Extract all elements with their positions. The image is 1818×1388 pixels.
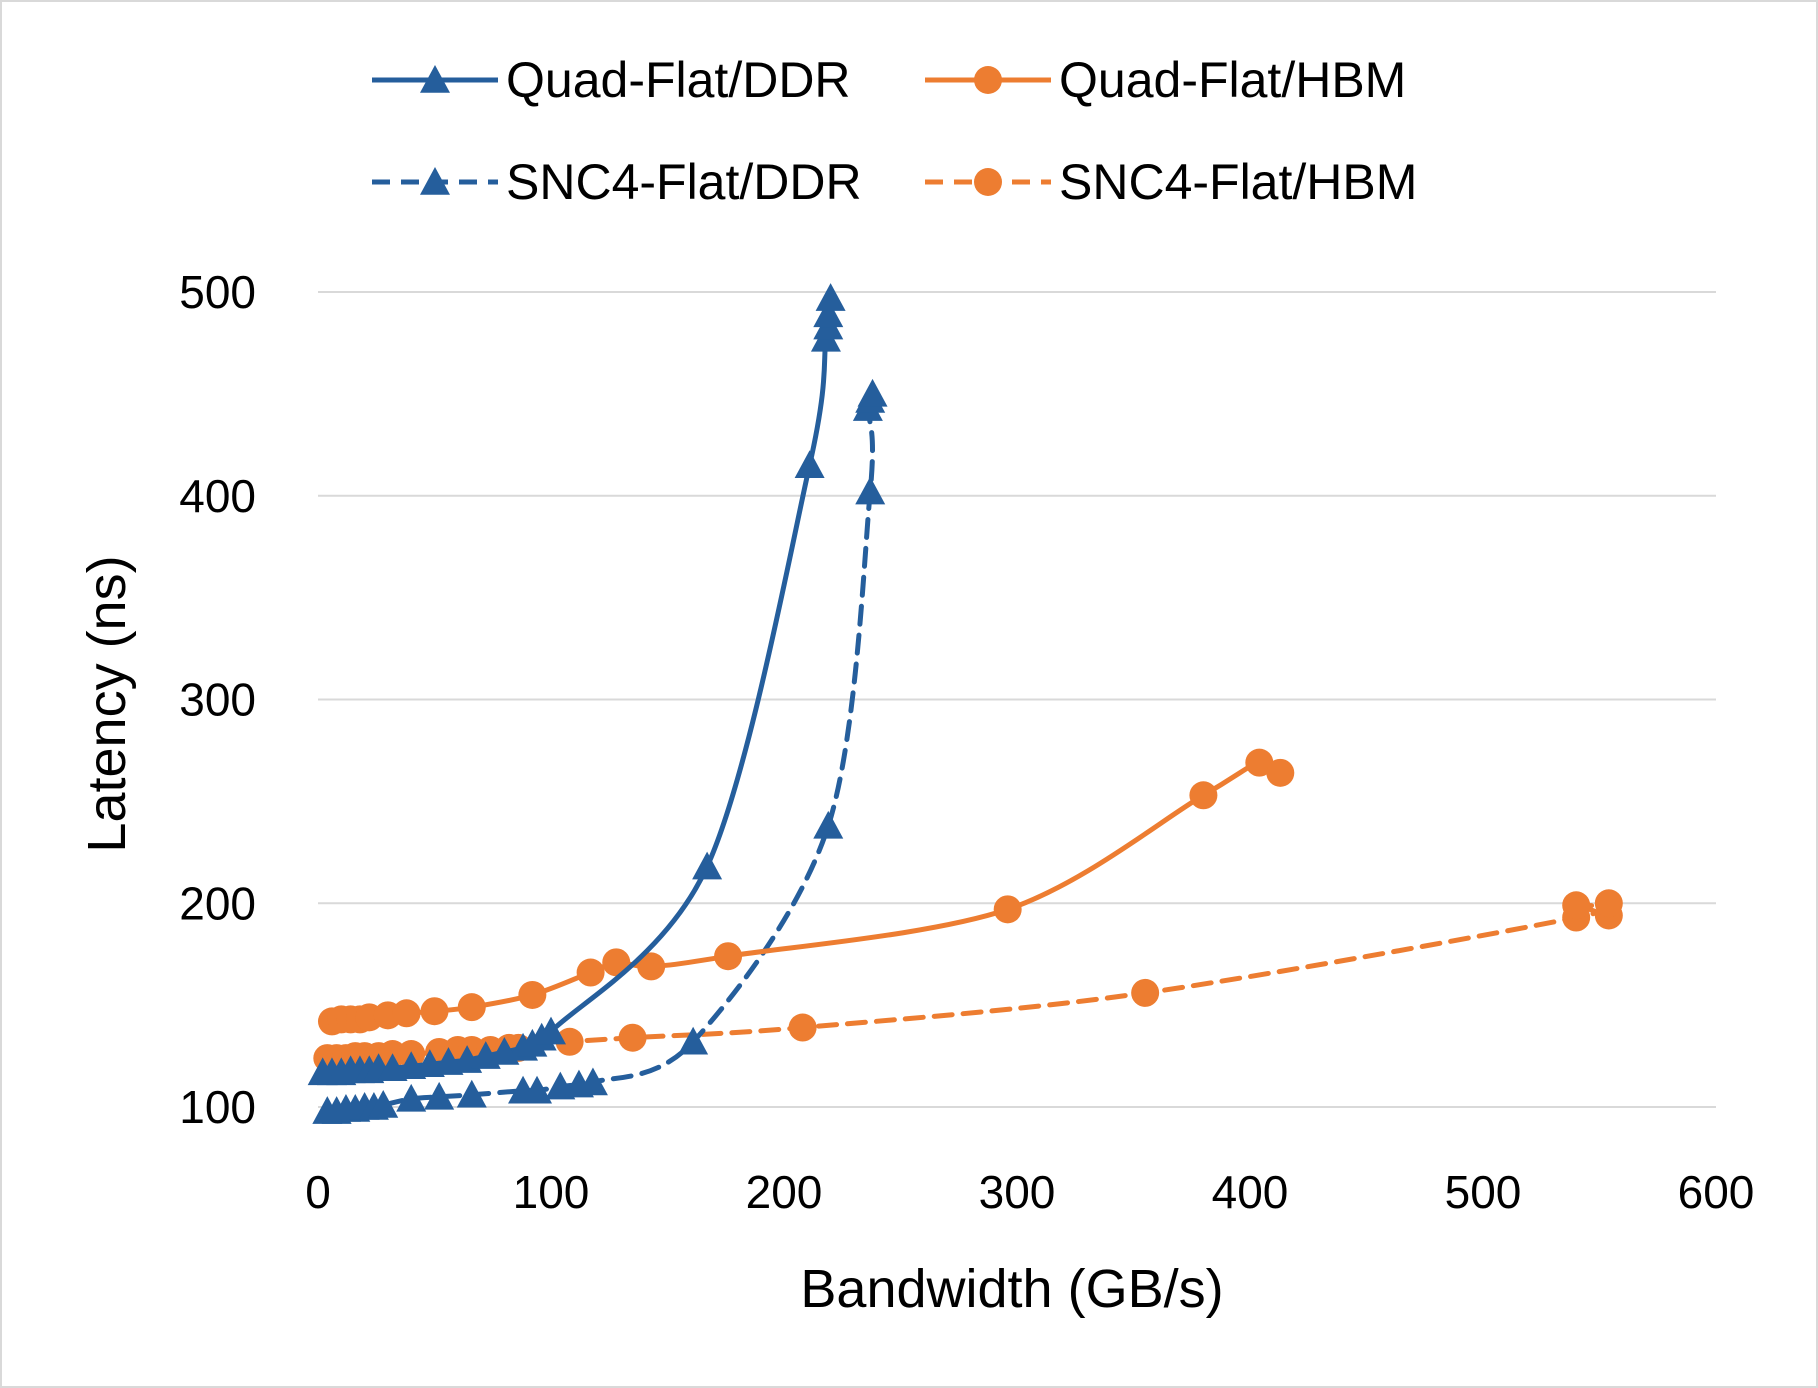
data-point-snc4-flat-hbm-14 xyxy=(555,1027,584,1056)
data-point-quad-flat-hbm-8 xyxy=(457,993,486,1022)
legend-item-quad-flat-ddr: Quad-Flat/DDR xyxy=(372,52,851,108)
data-point-quad-flat-hbm-16 xyxy=(1245,748,1274,777)
y-tick-label-500: 500 xyxy=(179,266,256,318)
series-layer xyxy=(307,283,1623,1124)
y-tick-label-200: 200 xyxy=(179,877,256,929)
x-axis-title: Bandwidth (GB/s) xyxy=(800,1259,1223,1319)
x-tick-label-500: 500 xyxy=(1445,1166,1522,1218)
data-point-snc4-flat-hbm-16 xyxy=(788,1013,817,1042)
data-point-quad-flat-ddr-19 xyxy=(794,450,825,478)
data-point-quad-flat-hbm-13 xyxy=(714,942,743,971)
x-tick-label-100: 100 xyxy=(513,1166,590,1218)
data-point-quad-flat-ddr-23 xyxy=(815,283,846,311)
data-point-snc4-flat-ddr-6 xyxy=(368,1089,399,1118)
legend-marker-snc4-flat-hbm xyxy=(974,168,1002,196)
legend-marker-snc4-flat-ddr xyxy=(420,167,450,195)
legend-marker-quad-flat-hbm xyxy=(974,66,1002,94)
x-axis-ticks: 0 100 200 300 400 500 600 xyxy=(305,1166,1754,1218)
legend-marker-quad-flat-ddr xyxy=(420,65,450,93)
y-axis-ticks: 100 200 300 400 500 xyxy=(179,266,256,1133)
data-point-quad-flat-hbm-14 xyxy=(993,895,1022,924)
data-point-snc4-flat-ddr-16 xyxy=(813,810,844,839)
x-tick-label-400: 400 xyxy=(1212,1166,1289,1218)
data-point-snc4-flat-hbm-21 xyxy=(1594,889,1623,918)
y-axis-title: Latency (ns) xyxy=(77,555,137,852)
data-point-quad-flat-hbm-6 xyxy=(392,999,421,1028)
x-tick-label-600: 600 xyxy=(1678,1166,1755,1218)
data-point-snc4-flat-hbm-15 xyxy=(618,1023,647,1052)
data-point-quad-flat-ddr-22 xyxy=(813,299,844,328)
data-point-snc4-flat-ddr-11 xyxy=(522,1075,553,1104)
data-point-snc4-flat-ddr-17 xyxy=(855,476,886,505)
legend-item-snc4-flat-hbm: SNC4-Flat/HBM xyxy=(925,154,1417,210)
data-point-quad-flat-hbm-17 xyxy=(1266,758,1295,787)
legend-item-snc4-flat-ddr: SNC4-Flat/DDR xyxy=(372,154,862,210)
series-line-quad-flat-ddr xyxy=(320,295,834,1076)
data-point-snc4-flat-hbm-19 xyxy=(1562,891,1591,920)
y-tick-label-100: 100 xyxy=(179,1081,256,1133)
legend-label-snc4-flat-hbm: SNC4-Flat/HBM xyxy=(1059,154,1417,210)
x-tick-label-300: 300 xyxy=(979,1166,1056,1218)
y-tick-label-300: 300 xyxy=(179,674,256,726)
legend: Quad-Flat/DDR Quad-Flat/HBM SNC4-Flat/DDR S… xyxy=(372,52,1417,210)
series-snc4-flat-ddr xyxy=(312,378,888,1124)
data-point-quad-flat-ddr-18 xyxy=(692,851,723,880)
data-point-snc4-flat-ddr-7 xyxy=(396,1083,427,1112)
data-point-quad-flat-ddr-17 xyxy=(536,1016,566,1045)
legend-label-snc4-flat-ddr: SNC4-Flat/DDR xyxy=(506,154,862,210)
data-point-quad-flat-hbm-12 xyxy=(637,952,666,981)
data-point-snc4-flat-hbm-17 xyxy=(1131,978,1160,1007)
y-tick-label-400: 400 xyxy=(179,470,256,522)
legend-item-quad-flat-hbm: Quad-Flat/HBM xyxy=(925,52,1406,108)
series-quad-flat-ddr xyxy=(307,283,846,1086)
x-tick-label-0: 0 xyxy=(305,1166,331,1218)
data-point-quad-flat-hbm-9 xyxy=(518,980,547,1009)
data-point-quad-flat-hbm-15 xyxy=(1189,781,1218,810)
data-point-quad-flat-hbm-7 xyxy=(420,997,449,1026)
series-snc4-flat-hbm xyxy=(313,889,1623,1073)
data-point-snc4-flat-ddr-14 xyxy=(577,1067,608,1096)
data-point-snc4-flat-ddr-8 xyxy=(424,1081,455,1110)
data-point-snc4-flat-ddr-20 xyxy=(857,378,888,407)
legend-label-quad-flat-hbm: Quad-Flat/HBM xyxy=(1059,52,1406,108)
data-point-quad-flat-hbm-10 xyxy=(576,958,605,987)
data-point-snc4-flat-ddr-9 xyxy=(456,1079,487,1108)
data-point-quad-flat-hbm-11 xyxy=(602,948,631,977)
data-point-snc4-flat-ddr-15 xyxy=(678,1026,709,1055)
legend-label-quad-flat-ddr: Quad-Flat/DDR xyxy=(506,52,851,108)
x-tick-label-200: 200 xyxy=(746,1166,823,1218)
series-quad-flat-hbm xyxy=(317,748,1295,1036)
